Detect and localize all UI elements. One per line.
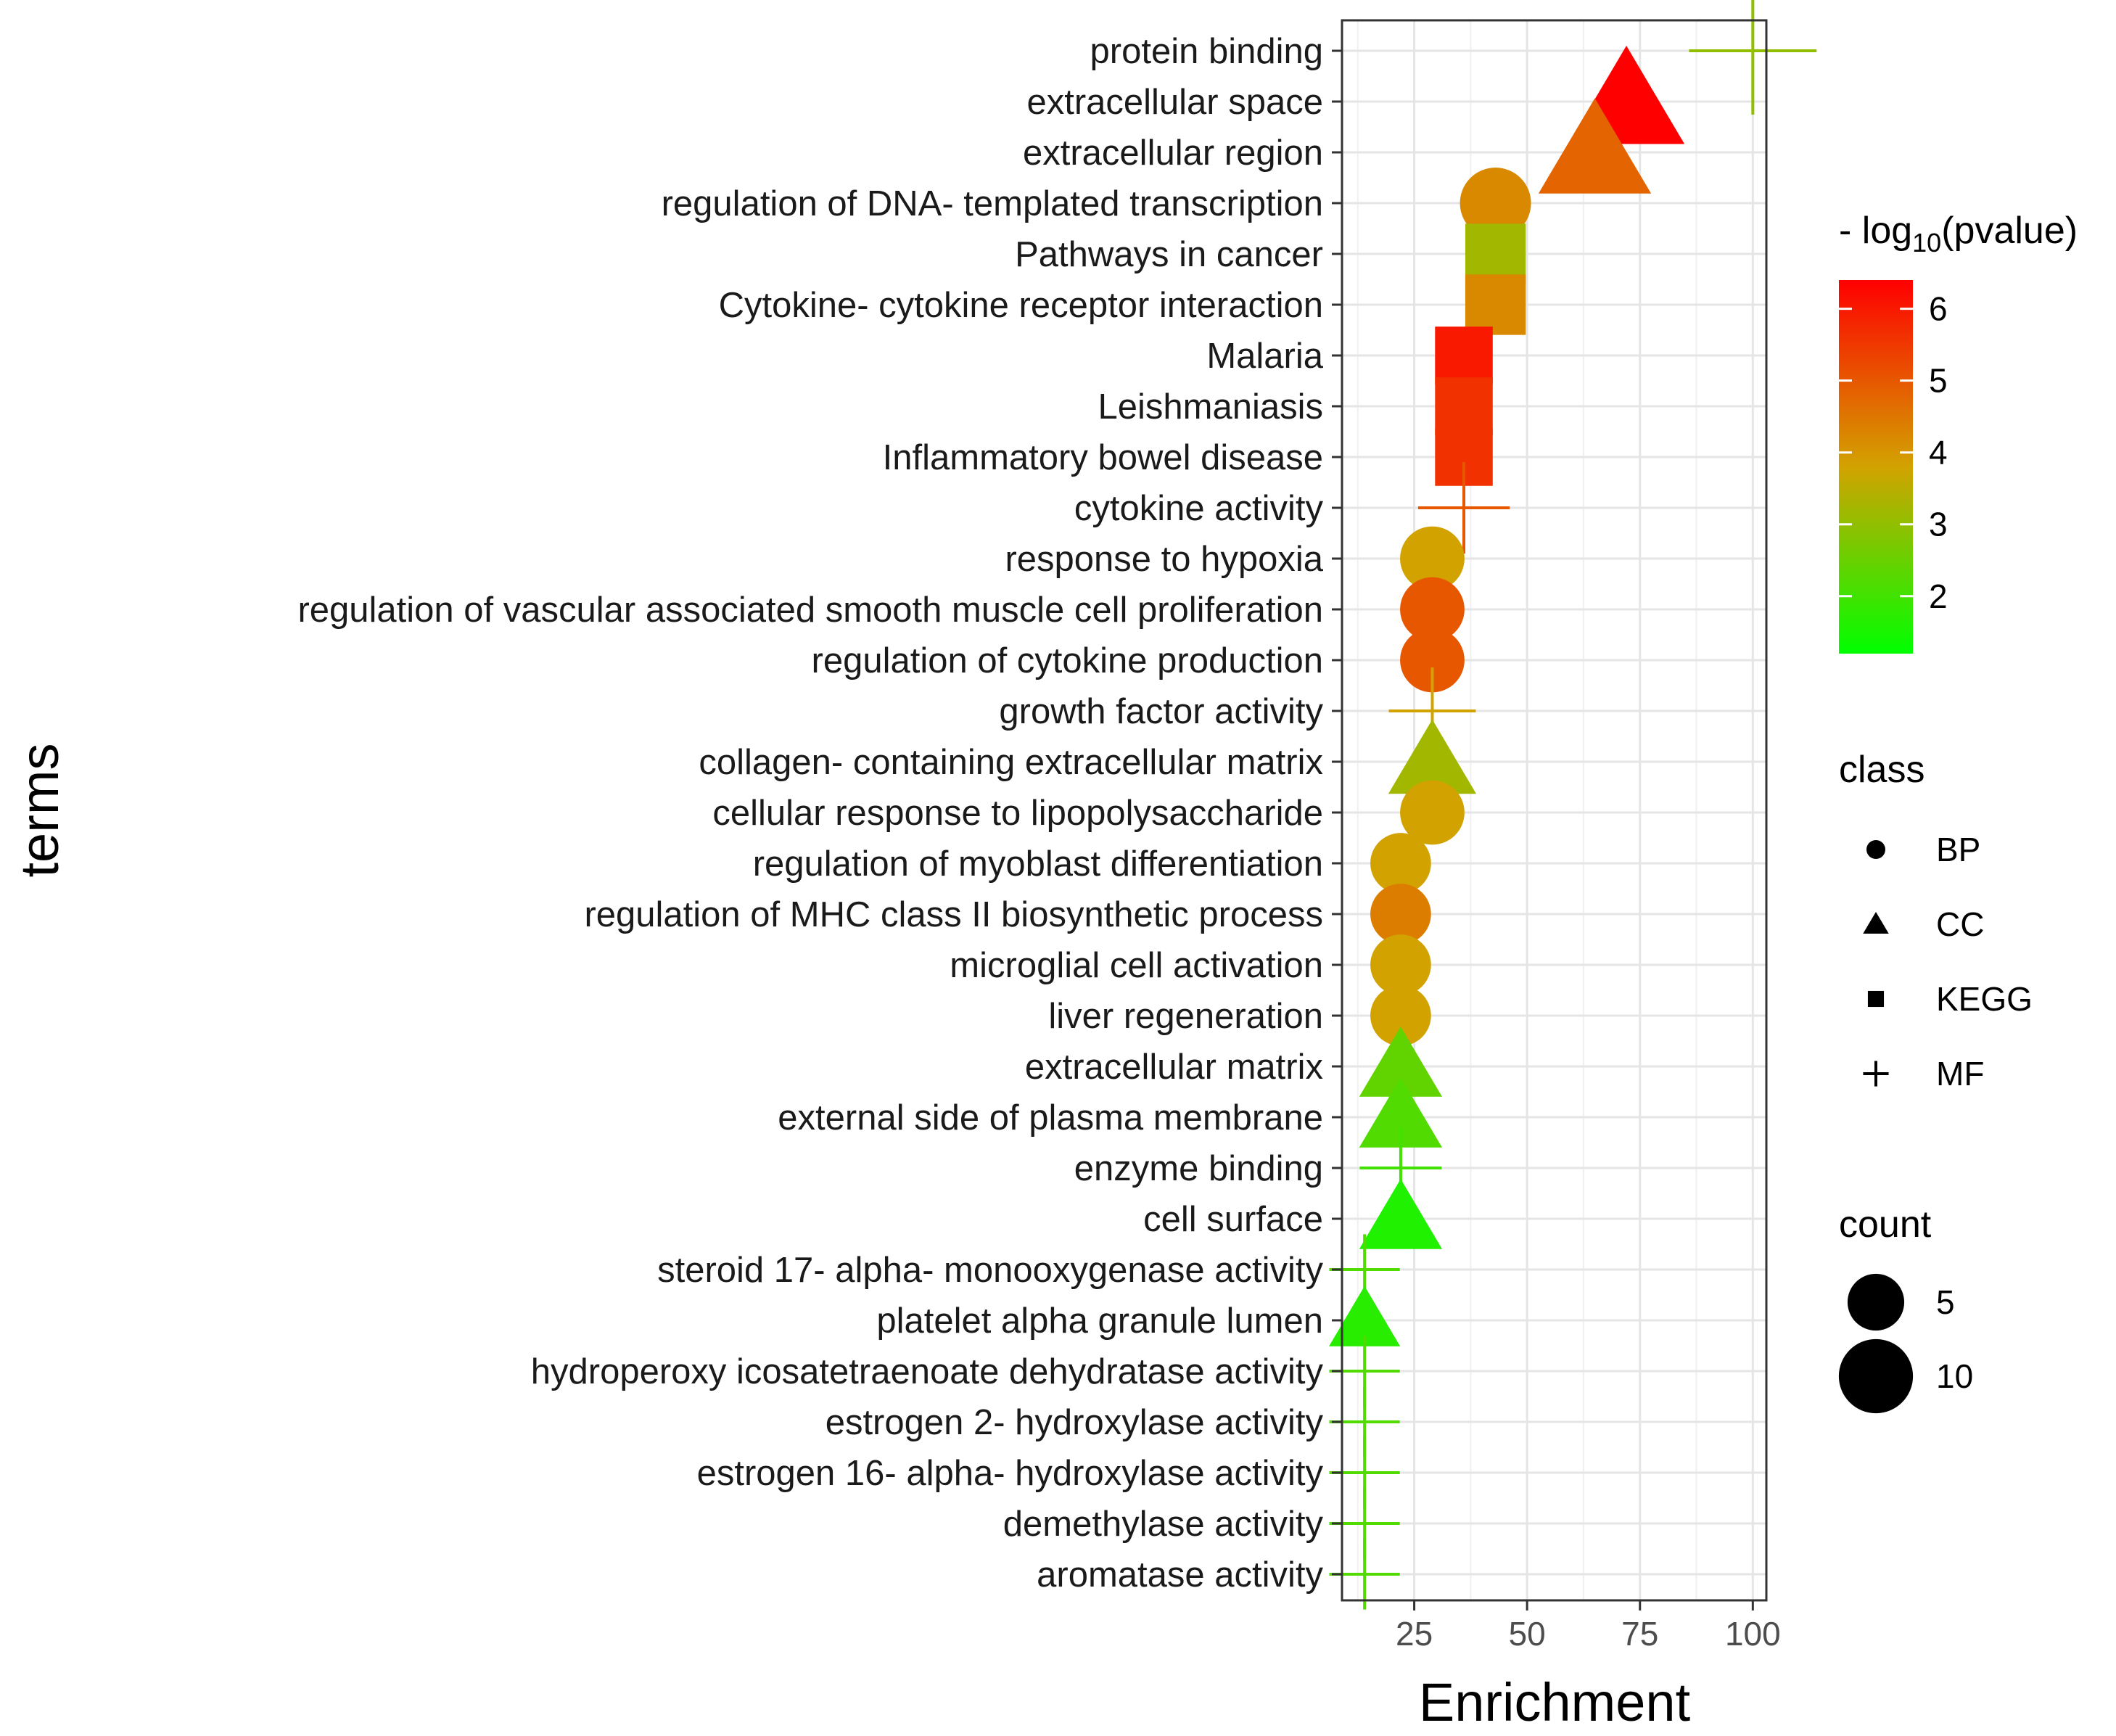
x-tick-label: 75 [1621, 1615, 1658, 1653]
term-label: regulation of vascular associated smooth… [297, 591, 1323, 630]
color-bar-tick-label: 2 [1929, 577, 1948, 615]
term-label: extracellular matrix [1025, 1048, 1323, 1087]
color-bar-tick-label: 5 [1929, 362, 1948, 400]
data-point [1400, 780, 1465, 845]
count-legend-label: 5 [1936, 1283, 1955, 1321]
data-point [1435, 326, 1493, 384]
term-label: Pathways in cancer [1015, 235, 1323, 274]
term-label: estrogen 16- alpha- hydroxylase activity [697, 1454, 1324, 1493]
term-label: response to hypoxia [1005, 540, 1323, 579]
term-label: enzyme binding [1074, 1149, 1323, 1188]
term-label: regulation of cytokine production [812, 641, 1324, 680]
term-label: cell surface [1143, 1200, 1323, 1239]
class-legend-label: KEGG [1936, 980, 2033, 1018]
term-label: regulation of myoblast differentiation [753, 844, 1323, 884]
term-label: external side of plasma membrane [778, 1098, 1323, 1138]
term-label: Leishmaniasis [1098, 387, 1324, 427]
data-point [1370, 985, 1431, 1046]
data-point [1370, 833, 1431, 894]
class-legend-label: MF [1936, 1055, 1984, 1093]
data-point [1388, 719, 1477, 794]
x-axis: 25 50 75 100 [1396, 1600, 1781, 1653]
data-point [1359, 1077, 1443, 1148]
term-label: aromatase activity [1037, 1555, 1323, 1595]
count-legend-title: count [1839, 1204, 1932, 1246]
term-label: Malaria [1206, 337, 1323, 376]
term-label: microglial cell activation [950, 946, 1323, 985]
term-label: collagen- containing extracellular matri… [699, 743, 1323, 782]
x-tick-label: 50 [1509, 1615, 1546, 1653]
term-label: demethylase activity [1003, 1505, 1324, 1544]
term-label: extracellular region [1023, 133, 1323, 173]
data-point [1417, 461, 1510, 554]
class-legend-items: BP CC KEGG MF [1863, 831, 2033, 1093]
y-axis: protein binding extracellular space extrac… [297, 32, 1342, 1595]
class-legend-label: CC [1936, 905, 1984, 943]
term-label: hydroperoxy icosatetraenoate dehydratase… [531, 1352, 1324, 1391]
term-label: platelet alpha granule lumen [876, 1301, 1323, 1341]
class-legend-key [1863, 1061, 1889, 1087]
term-label: extracellular space [1026, 83, 1323, 122]
color-legend-title: - log10(pvalue) [1839, 210, 2078, 258]
color-bar [1839, 280, 1913, 654]
data-point [1400, 577, 1465, 642]
class-legend-title: class [1839, 749, 1924, 791]
term-label: protein binding [1090, 32, 1323, 71]
color-bar-tick-label: 3 [1929, 506, 1948, 543]
term-label: estrogen 2- hydroxylase activity [826, 1403, 1324, 1442]
x-tick-label: 25 [1396, 1615, 1433, 1653]
term-label: Cytokine- cytokine receptor interaction [719, 286, 1323, 325]
count-legend-key [1838, 1338, 1914, 1414]
x-tick-label: 100 [1725, 1615, 1781, 1653]
color-legend: - log10(pvalue) 2 3 4 5 6 [1839, 210, 2078, 654]
term-label: liver regeneration [1048, 997, 1323, 1036]
data-point [1359, 1027, 1443, 1097]
class-legend: class BP CC KEGG MF [1839, 749, 2033, 1093]
data-point [1328, 1285, 1401, 1346]
count-legend-items: 5 10 [1838, 1273, 1973, 1414]
data-point [1465, 223, 1526, 284]
term-label: cytokine activity [1074, 489, 1324, 528]
class-legend-label: BP [1936, 831, 1980, 868]
panel-border [1341, 19, 1768, 1602]
term-label: growth factor activity [999, 692, 1323, 731]
data-point [1400, 628, 1465, 693]
data-point [1359, 1179, 1443, 1249]
grid-layer [1342, 20, 1766, 1600]
y-axis-title: terms [9, 744, 70, 878]
data-point [1465, 274, 1526, 335]
data-point [1370, 884, 1431, 945]
count-legend-label: 10 [1936, 1357, 1973, 1395]
class-legend-key [1866, 840, 1885, 859]
data-point [1538, 98, 1652, 194]
data-point [1460, 168, 1531, 239]
count-legend-key [1847, 1273, 1905, 1331]
color-bar-ticks: 2 3 4 5 6 [1839, 290, 1948, 615]
term-label: regulation of DNA- templated transcripti… [662, 184, 1323, 223]
count-legend: count 5 10 [1838, 1204, 1973, 1414]
term-label: Inflammatory bowel disease [883, 438, 1323, 477]
data-point [1435, 377, 1493, 435]
data-point [1370, 934, 1431, 995]
color-bar-tick-label: 6 [1929, 290, 1948, 328]
class-legend-key [1867, 990, 1885, 1008]
color-bar-tick-label: 4 [1929, 434, 1948, 472]
term-label: steroid 17- alpha- monooxygenase activit… [657, 1251, 1323, 1290]
term-label: cellular response to lipopolysaccharide [712, 794, 1323, 833]
points-layer [1328, 0, 1817, 1610]
data-point [1689, 0, 1817, 115]
term-label: regulation of MHC class II biosynthetic … [584, 895, 1323, 934]
class-legend-key [1863, 911, 1889, 934]
data-point [1400, 526, 1465, 591]
x-axis-title: Enrichment [1419, 1672, 1691, 1732]
